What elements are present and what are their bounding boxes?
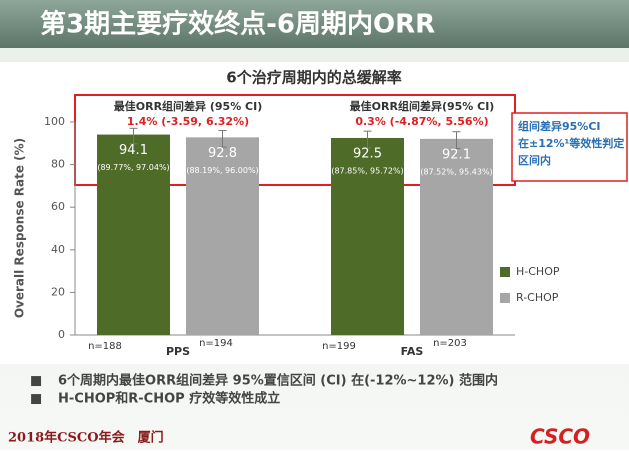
- n-label: n=199: [322, 341, 356, 352]
- legend-swatch: [500, 267, 510, 277]
- n-label: n=194: [199, 338, 233, 349]
- callout-box: [511, 112, 628, 182]
- bar: [97, 134, 170, 335]
- n-label: n=203: [433, 338, 467, 349]
- slide-title: 第3期主要疗效终点-6周期内ORR: [40, 9, 435, 40]
- chart-title: 6个治疗周期内的总缓解率: [226, 69, 401, 87]
- bullet-text: ■: [30, 392, 42, 407]
- y-tick-label: 60: [51, 200, 65, 213]
- x-tick-label: PPS: [166, 345, 190, 358]
- y-tick-label: 80: [51, 158, 65, 171]
- y-tick-label: 20: [51, 285, 65, 298]
- header-bar: [0, 0, 629, 48]
- ci-label: (87.52%, 95.43%): [420, 167, 492, 176]
- ci-label: (88.19%, 96.00%): [186, 166, 258, 175]
- ci-label: (87.85%, 95.72%): [331, 166, 403, 175]
- callout-text: 区间内: [518, 153, 551, 167]
- legend-swatch: [500, 293, 510, 303]
- annotation-title: 最佳ORR组间差异(95% CI): [350, 99, 495, 113]
- annotation-text: 0.3% (-4.87%, 5.56%): [355, 115, 488, 128]
- legend-label: R-CHOP: [516, 291, 559, 304]
- value-label: 92.8: [208, 146, 237, 161]
- value-label: 92.5: [353, 146, 382, 161]
- ci-label: (89.77%, 97.04%): [97, 163, 169, 172]
- y-tick-label: 40: [51, 243, 65, 256]
- bullet-text: ■: [30, 374, 42, 389]
- value-label: 92.1: [442, 147, 471, 162]
- bar: [331, 137, 404, 335]
- annotation-text: 1.4% (-3.59, 6.32%): [127, 115, 249, 128]
- y-tick-label: 100: [44, 115, 65, 128]
- bullet-text: H-CHOP和R-CHOP 疗效等效性成立: [58, 391, 280, 407]
- y-tick-label: 0: [58, 328, 65, 341]
- n-label: n=188: [88, 341, 122, 352]
- bullet-text: 6个周期内最佳ORR组间差异 95%置信区间 (CI) 在(-12%~12%) …: [58, 373, 498, 389]
- logo: CSCO: [530, 425, 590, 449]
- callout-text: 组间差异95%CI: [518, 119, 601, 133]
- bar: [186, 137, 259, 335]
- annotation-title: 最佳ORR组间差异 (95% CI): [114, 99, 263, 113]
- footer: 2018年CSCO年会 厦门: [8, 430, 164, 446]
- value-label: 94.1: [119, 143, 148, 158]
- x-tick-label: FAS: [401, 345, 424, 358]
- bar: [420, 138, 493, 335]
- chart-panel: [0, 62, 629, 364]
- legend-label: H-CHOP: [516, 265, 560, 278]
- callout-text: 在±12%¹等效性判定: [518, 136, 624, 150]
- y-axis-label: Overall Response Rate (%): [13, 138, 27, 318]
